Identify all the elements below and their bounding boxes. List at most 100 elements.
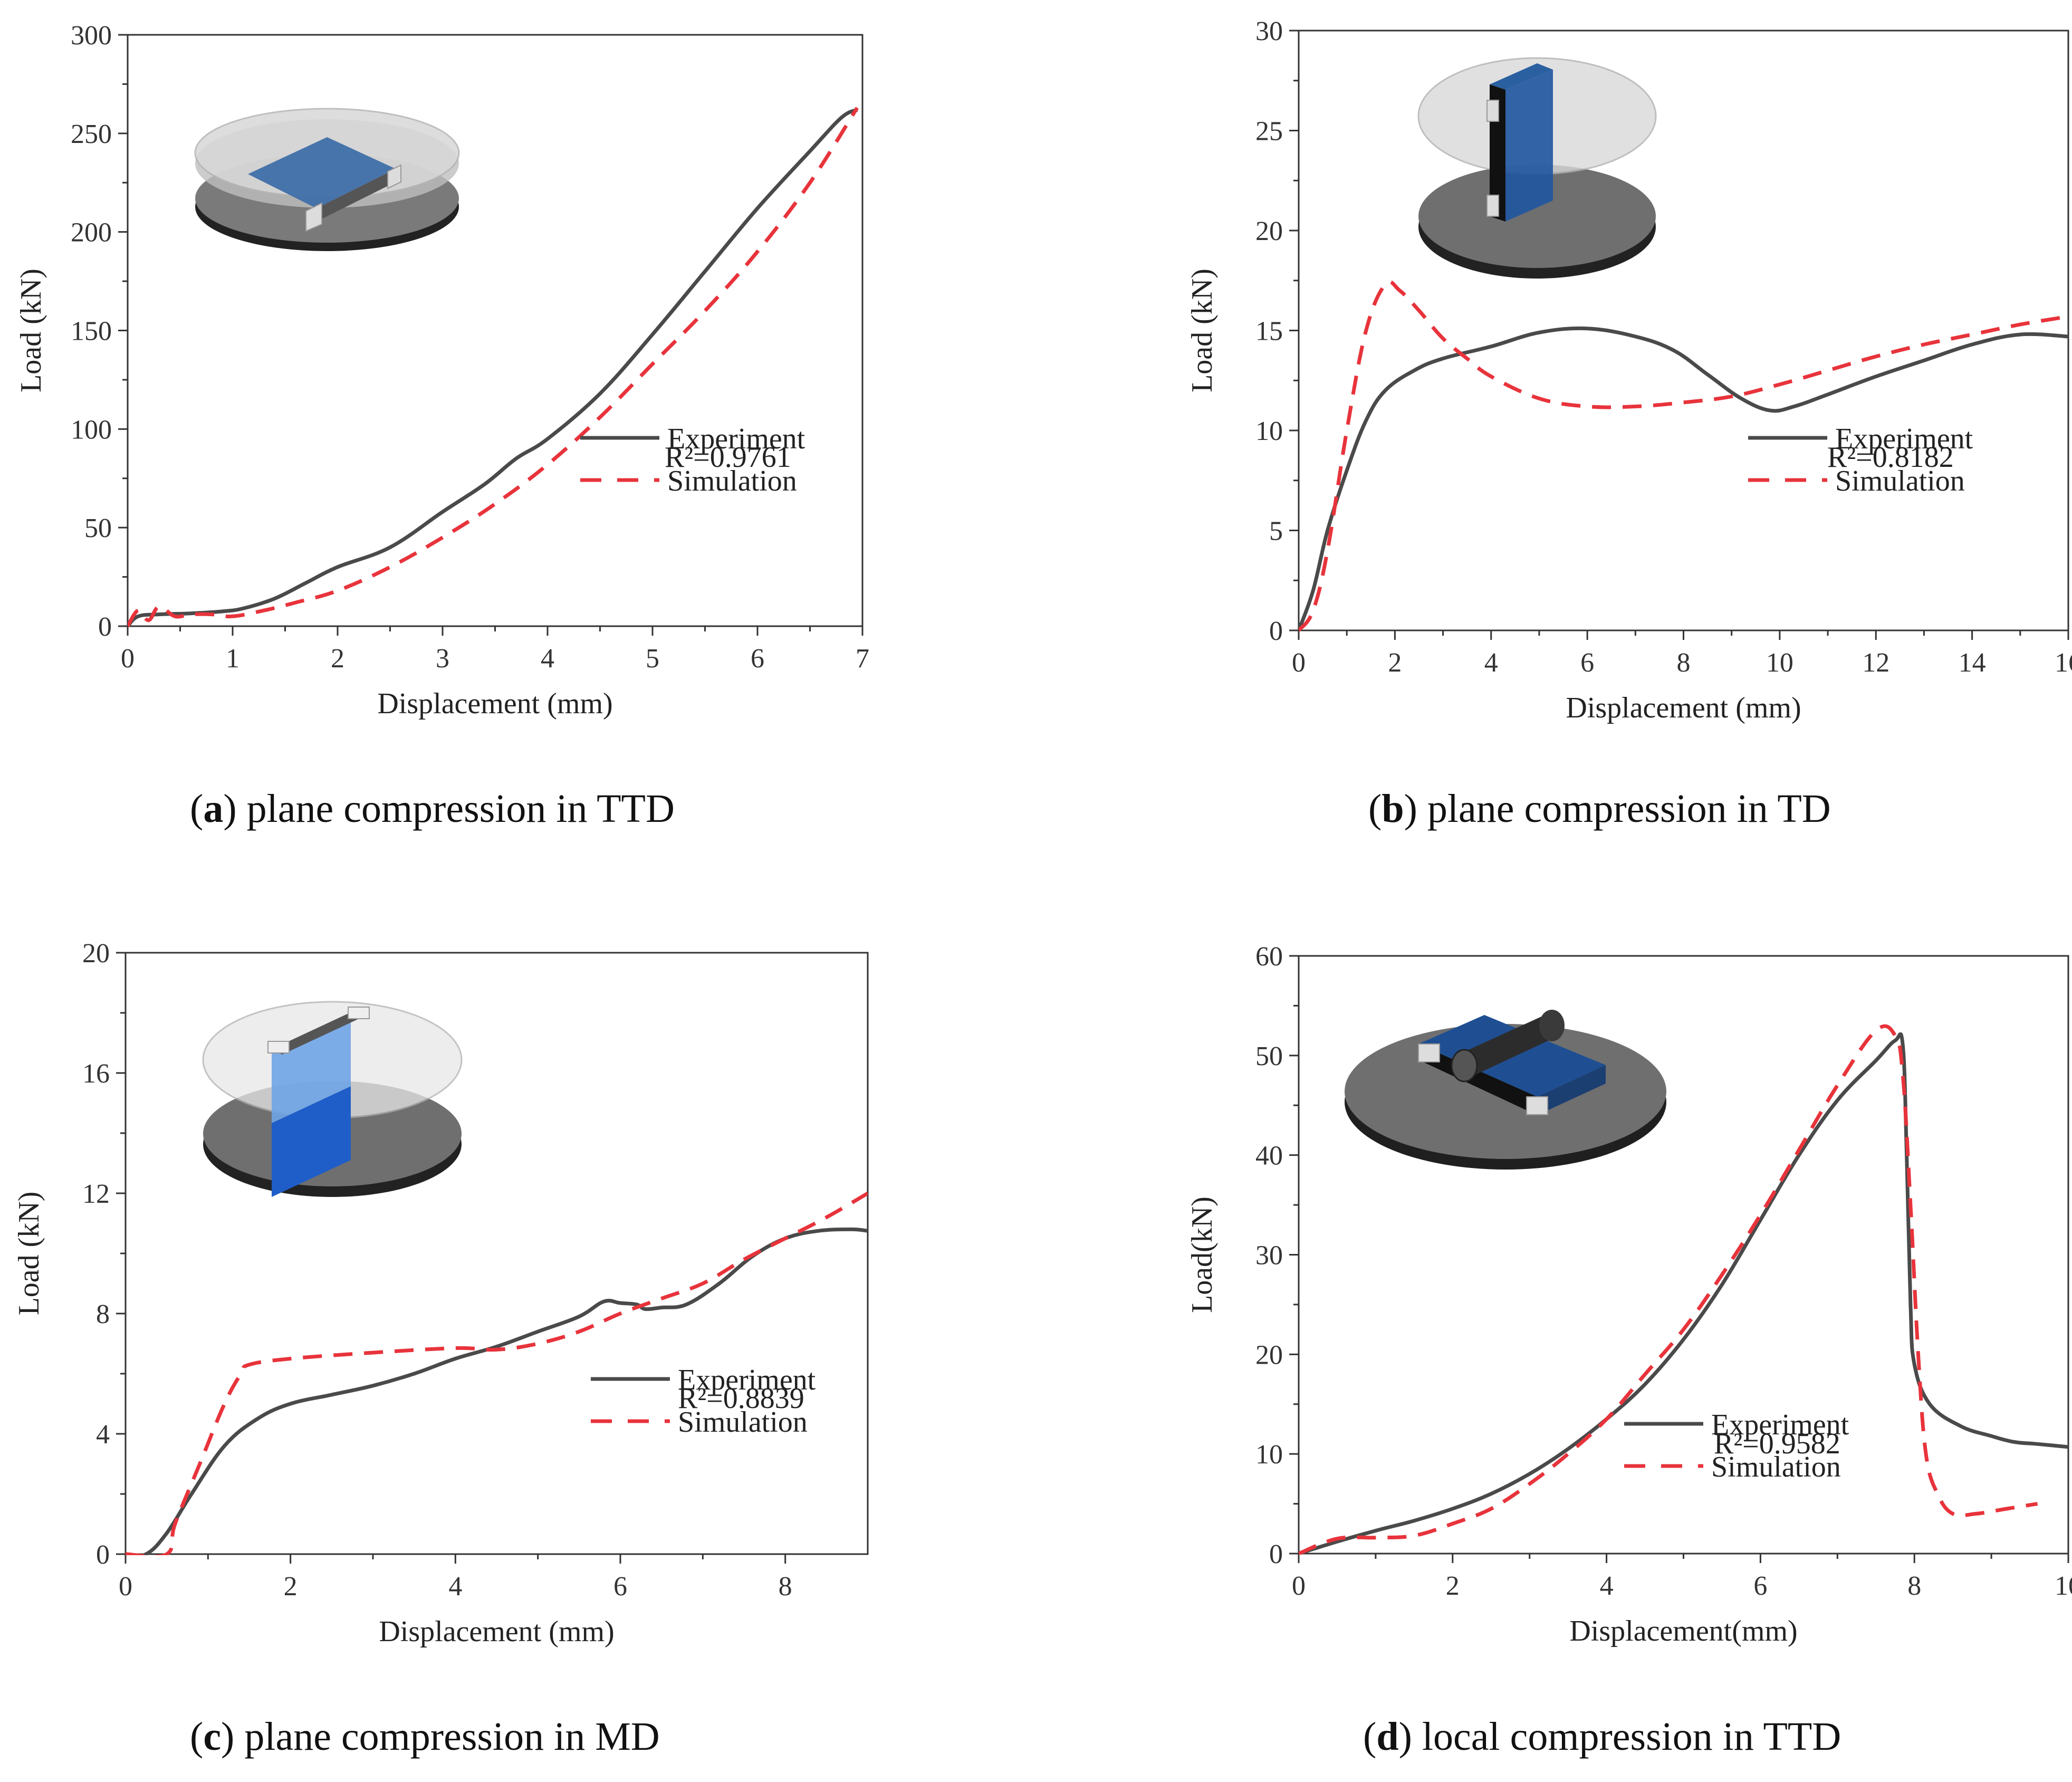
chart-panel-d: 0 2 4 6 8 10 0 10 20 30 40 50 60 Displacement(mm) Load… bbox=[1036, 891, 2072, 1782]
x-tick-label: 6 bbox=[613, 1572, 627, 1602]
x-tick-label: 10 bbox=[2055, 1571, 2072, 1601]
experiment-series-line bbox=[128, 108, 858, 627]
caption-d: (d) local compression in TTD bbox=[1363, 1714, 1841, 1759]
y-tick-label: 20 bbox=[1255, 1340, 1283, 1370]
roller-end bbox=[1451, 1049, 1478, 1082]
y-tick-label: 20 bbox=[82, 938, 110, 969]
x-tick-label: 2 bbox=[1388, 648, 1402, 678]
x-tick-label: 8 bbox=[779, 1572, 792, 1602]
roller-end bbox=[1539, 1010, 1565, 1041]
y-axis-label: Load (kN) bbox=[15, 269, 47, 392]
specimen-block bbox=[248, 137, 396, 208]
chart-panel-c: 0 2 4 6 8 0 4 8 12 16 20 Displacement (mm) Load (kN)… bbox=[0, 891, 1036, 1782]
y-tick-label: 30 bbox=[1255, 16, 1283, 46]
y-tick-label: 150 bbox=[71, 317, 112, 347]
roller-body bbox=[1458, 1015, 1558, 1077]
y-tick-label: 250 bbox=[71, 119, 112, 149]
chart-c: 0 2 4 6 8 0 4 8 12 16 20 Displacement (mm) Load (kN)… bbox=[13, 938, 869, 1648]
x-tick-label: 2 bbox=[331, 644, 344, 674]
x-tick-label: 2 bbox=[284, 1572, 298, 1602]
y-tick-label: 300 bbox=[71, 21, 112, 51]
x-tick-label: 0 bbox=[119, 1572, 132, 1602]
legend-experiment-label: Experiment bbox=[1835, 423, 1973, 455]
x-tick-label: 5 bbox=[646, 644, 659, 674]
x-tick-label: 1 bbox=[226, 644, 239, 674]
bottom-plate-top bbox=[1418, 165, 1656, 268]
x-tick-label: 7 bbox=[856, 644, 869, 674]
specimen-flat-between-plates-icon bbox=[194, 108, 460, 251]
specimen-side bbox=[316, 169, 396, 222]
y-tick-label: 50 bbox=[1255, 1041, 1283, 1071]
x-tick-label: 0 bbox=[1292, 1571, 1306, 1601]
caption-c-letter: c bbox=[203, 1714, 222, 1759]
specimen-front bbox=[1418, 1044, 1537, 1115]
specimen-edge bbox=[272, 1012, 361, 1055]
caption-c: (c) plane compression in MD bbox=[190, 1714, 660, 1759]
y-tick-label: 4 bbox=[96, 1420, 110, 1450]
x-tick-label: 6 bbox=[1580, 648, 1594, 678]
legend-simulation-label: Simulation bbox=[1835, 465, 1965, 497]
y-tick-label: 5 bbox=[1269, 516, 1283, 547]
legend-simulation-label: Simulation bbox=[678, 1406, 808, 1439]
specimen-with-roller-on-plate-icon bbox=[1345, 1010, 1666, 1170]
caption-c-text: plane compression in MD bbox=[244, 1714, 660, 1759]
x-tick-label: 0 bbox=[121, 644, 135, 674]
simulation-series-line bbox=[1299, 1024, 2038, 1555]
y-tick-label: 25 bbox=[1255, 117, 1283, 147]
specimen-tab bbox=[305, 202, 322, 232]
x-tick-label: 4 bbox=[541, 644, 554, 674]
chart-d: 0 2 4 6 8 10 0 10 20 30 40 50 60 Displacement(mm) Load… bbox=[1186, 942, 2072, 1647]
y-tick-label: 0 bbox=[1269, 1539, 1283, 1569]
r-squared-label: R²=0.8182 bbox=[1827, 441, 1954, 474]
specimen-tab bbox=[267, 1041, 290, 1053]
y-tick-label: 30 bbox=[1255, 1241, 1283, 1271]
x-tick-label: 10 bbox=[1766, 648, 1793, 678]
y-tick-label: 40 bbox=[1255, 1141, 1283, 1171]
y-tick-label: 0 bbox=[98, 612, 112, 642]
r-squared-label: R²=0.9582 bbox=[1714, 1427, 1840, 1460]
y-tick-label: 0 bbox=[96, 1540, 110, 1570]
simulation-series-line bbox=[128, 107, 859, 627]
legend-experiment-label: Experiment bbox=[667, 423, 805, 455]
y-tick-label: 50 bbox=[84, 513, 112, 543]
specimen-top bbox=[1490, 63, 1553, 90]
specimen-tab bbox=[348, 1007, 370, 1019]
specimen-tab bbox=[1418, 1043, 1440, 1062]
x-tick-label: 4 bbox=[1600, 1571, 1614, 1601]
y-tick-label: 60 bbox=[1255, 942, 1283, 972]
caption-b: (b) plane compression in TD bbox=[1368, 787, 1831, 831]
specimen-face bbox=[1505, 70, 1553, 222]
simulation-series-line bbox=[1299, 280, 2068, 631]
y-tick-label: 200 bbox=[71, 218, 112, 248]
plot-frame bbox=[1298, 30, 2069, 631]
x-axis-label: Displacement (mm) bbox=[379, 1615, 614, 1648]
y-axis-label: Load (kN) bbox=[1186, 269, 1219, 392]
experiment-series-line bbox=[126, 1227, 868, 1555]
legend-experiment-label: Experiment bbox=[678, 1364, 816, 1396]
caption-b-letter: b bbox=[1382, 787, 1404, 831]
caption-d-letter: d bbox=[1376, 1714, 1399, 1759]
y-tick-label: 16 bbox=[82, 1059, 110, 1089]
y-tick-label: 12 bbox=[82, 1179, 110, 1209]
x-tick-label: 14 bbox=[1959, 648, 1986, 678]
x-tick-label: 6 bbox=[751, 644, 764, 674]
chart-panel-a: 0 1 2 3 4 5 6 7 0 50 100 150 200 250 300 Displacement (… bbox=[0, 0, 1036, 891]
x-tick-label: 8 bbox=[1677, 648, 1691, 678]
caption-a: (a) plane compression in TTD bbox=[190, 787, 675, 831]
legend-experiment-label: Experiment bbox=[1711, 1409, 1849, 1441]
x-axis-label: Displacement (mm) bbox=[377, 687, 612, 720]
y-tick-label: 15 bbox=[1255, 317, 1283, 347]
x-tick-label: 6 bbox=[1753, 1571, 1767, 1601]
r-squared-label: R²=0.9761 bbox=[665, 441, 791, 474]
experiment-series-line bbox=[1299, 1032, 2068, 1555]
specimen-tab bbox=[387, 164, 401, 189]
r-squared-label: R²=0.8839 bbox=[678, 1382, 804, 1415]
caption-b-text: plane compression in TD bbox=[1427, 787, 1831, 831]
y-axis-label: Load(kN) bbox=[1186, 1196, 1219, 1313]
chart-b: 0 2 4 6 8 10 12 14 16 0 5 10 15 20 25 30 Displacement (m… bbox=[1186, 16, 2072, 724]
caption-a-letter: a bbox=[203, 787, 224, 831]
y-tick-label: 10 bbox=[1255, 416, 1283, 446]
specimen-upright-between-plates-icon bbox=[202, 1001, 463, 1197]
specimen-edge-between-plates-icon bbox=[1417, 57, 1657, 279]
caption-d-text: local compression in TTD bbox=[1422, 1714, 1841, 1759]
